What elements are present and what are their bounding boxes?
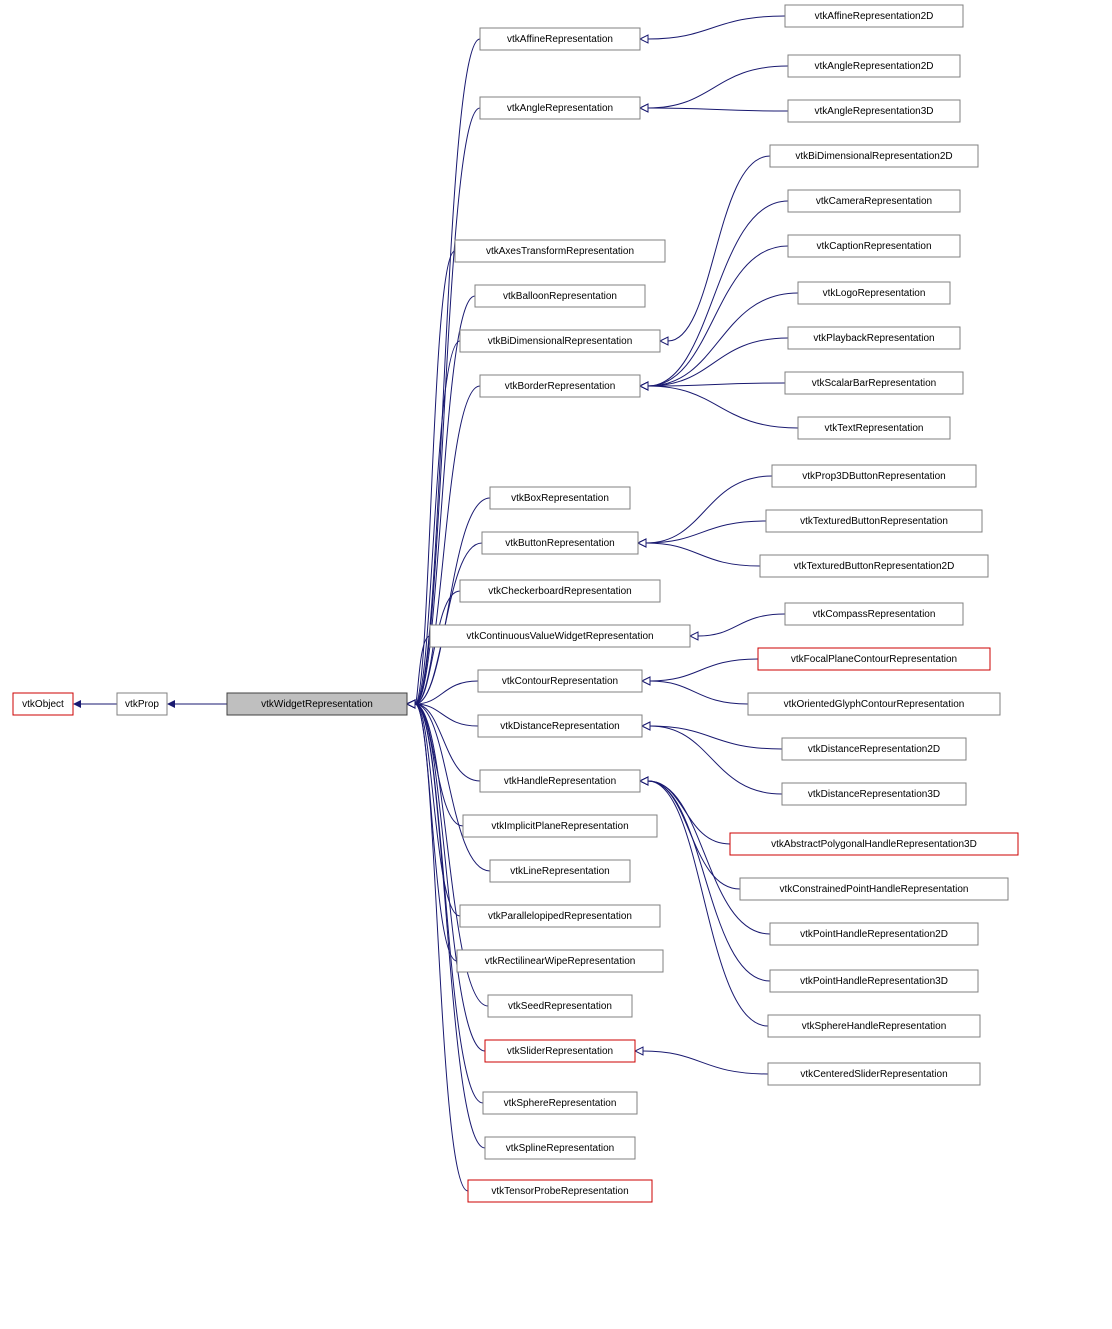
node-border[interactable]: vtkBorderRepresentation xyxy=(480,375,640,397)
node-affine2d[interactable]: vtkAffineRepresentation2D xyxy=(785,5,963,27)
node-handle[interactable]: vtkHandleRepresentation xyxy=(480,770,640,792)
node-parallel[interactable]: vtkParallelopipedRepresentation xyxy=(460,905,660,927)
node-line[interactable]: vtkLineRepresentation xyxy=(490,860,630,882)
node-obj[interactable]: vtkObject xyxy=(13,693,73,715)
node-affine[interactable]: vtkAffineRepresentation xyxy=(480,28,640,50)
node-sphHandle[interactable]: vtkSphereHandleRepresentation xyxy=(768,1015,980,1037)
node-prop[interactable]: vtkProp xyxy=(117,693,167,715)
node-texBtn[interactable]: vtkTexturedButtonRepresentation xyxy=(766,510,982,532)
node-constrPt[interactable]: vtkConstrainedPointHandleRepresentation xyxy=(740,878,1008,900)
node-orientGlyph[interactable]: vtkOrientedGlyphContourRepresentation xyxy=(748,693,1000,715)
node-text[interactable]: vtkTextRepresentation xyxy=(798,417,950,439)
node-sphere[interactable]: vtkSphereRepresentation xyxy=(483,1092,637,1114)
node-playback[interactable]: vtkPlaybackRepresentation xyxy=(788,327,960,349)
node-angle[interactable]: vtkAngleRepresentation xyxy=(480,97,640,119)
node-ptHandle3d[interactable]: vtkPointHandleRepresentation3D xyxy=(770,970,978,992)
node-centSlider[interactable]: vtkCenteredSliderRepresentation xyxy=(768,1063,980,1085)
node-dist3d[interactable]: vtkDistanceRepresentation3D xyxy=(782,783,966,805)
node-biDim[interactable]: vtkBiDimensionalRepresentation xyxy=(460,330,660,352)
node-tensor[interactable]: vtkTensorProbeRepresentation xyxy=(468,1180,652,1202)
node-contVal[interactable]: vtkContinuousValueWidgetRepresentation xyxy=(430,625,690,647)
node-angle3d[interactable]: vtkAngleRepresentation3D xyxy=(788,100,960,122)
node-scalarBar[interactable]: vtkScalarBarRepresentation xyxy=(785,372,963,394)
node-focalPlane[interactable]: vtkFocalPlaneContourRepresentation xyxy=(758,648,990,670)
node-biDim2d[interactable]: vtkBiDimensionalRepresentation2D xyxy=(770,145,978,167)
node-axesTrans[interactable]: vtkAxesTransformRepresentation xyxy=(455,240,665,262)
node-texBtn2d[interactable]: vtkTexturedButtonRepresentation2D xyxy=(760,555,988,577)
node-widget[interactable]: vtkWidgetRepresentation xyxy=(227,693,407,715)
node-spline[interactable]: vtkSplineRepresentation xyxy=(485,1137,635,1159)
node-ptHandle2d[interactable]: vtkPointHandleRepresentation2D xyxy=(770,923,978,945)
node-camera[interactable]: vtkCameraRepresentation xyxy=(788,190,960,212)
node-distance[interactable]: vtkDistanceRepresentation xyxy=(478,715,642,737)
node-logo[interactable]: vtkLogoRepresentation xyxy=(798,282,950,304)
node-button[interactable]: vtkButtonRepresentation xyxy=(482,532,638,554)
node-checker[interactable]: vtkCheckerboardRepresentation xyxy=(460,580,660,602)
node-dist2d[interactable]: vtkDistanceRepresentation2D xyxy=(782,738,966,760)
node-prop3dBtn[interactable]: vtkProp3DButtonRepresentation xyxy=(772,465,976,487)
node-box[interactable]: vtkBoxRepresentation xyxy=(490,487,630,509)
node-slider[interactable]: vtkSliderRepresentation xyxy=(485,1040,635,1062)
node-caption[interactable]: vtkCaptionRepresentation xyxy=(788,235,960,257)
node-contour[interactable]: vtkContourRepresentation xyxy=(478,670,642,692)
node-balloon[interactable]: vtkBalloonRepresentation xyxy=(475,285,645,307)
node-rectWipe[interactable]: vtkRectilinearWipeRepresentation xyxy=(457,950,663,972)
node-angle2d[interactable]: vtkAngleRepresentation2D xyxy=(788,55,960,77)
node-seed[interactable]: vtkSeedRepresentation xyxy=(488,995,632,1017)
inheritance-diagram: vtkObject vtkProp vtkWidgetRepresentation v… xyxy=(0,0,1112,1329)
node-absPoly[interactable]: vtkAbstractPolygonalHandleRepresentation… xyxy=(730,833,1018,855)
node-compass[interactable]: vtkCompassRepresentation xyxy=(785,603,963,625)
node-implPlane[interactable]: vtkImplicitPlaneRepresentation xyxy=(463,815,657,837)
